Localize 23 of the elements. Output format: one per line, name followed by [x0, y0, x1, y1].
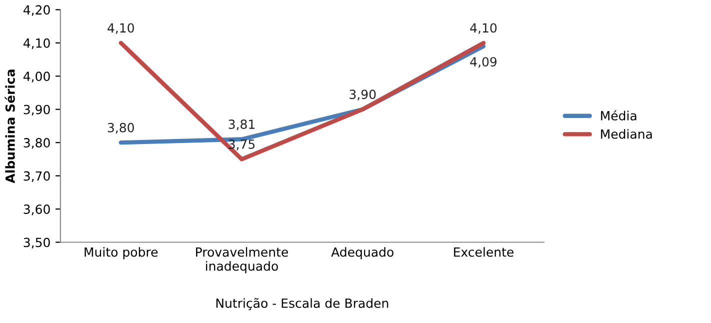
- y-axis-title: Albumina Sérica: [4, 70, 15, 184]
- data-label: 3,80: [108, 122, 134, 134]
- y-tick-label: 3,90: [24, 104, 50, 116]
- data-label: 4,10: [108, 23, 134, 34]
- legend-label: Média: [601, 110, 636, 120]
- data-label: 4,10: [470, 23, 497, 34]
- y-tick-label: 4,20: [23, 5, 50, 16]
- data-label: 3,75: [228, 139, 255, 150]
- data-label: 3,90: [350, 90, 376, 100]
- x-tick-label: Excelente: [454, 247, 514, 257]
- legend-label: Mediana: [601, 129, 652, 139]
- x-tick-label: Muito pobre: [84, 247, 158, 260]
- y-tick-label: 3,80: [24, 138, 50, 149]
- y-tick-label: 3,60: [24, 204, 50, 216]
- y-tick-label: 4,10: [23, 38, 50, 50]
- data-label: 3,81: [228, 120, 254, 130]
- data-label: 4,09: [470, 57, 497, 68]
- y-tick-label: 4,00: [23, 72, 50, 82]
- y-tick-label: 3,70: [24, 171, 50, 182]
- x-tick-label: Adequado: [331, 247, 394, 260]
- x-axis-title: Nutrição - Escala de Braden: [216, 298, 388, 310]
- x-tick-label: Provavelmente inadequado: [196, 247, 288, 274]
- y-tick-label: 3,50: [24, 238, 50, 248]
